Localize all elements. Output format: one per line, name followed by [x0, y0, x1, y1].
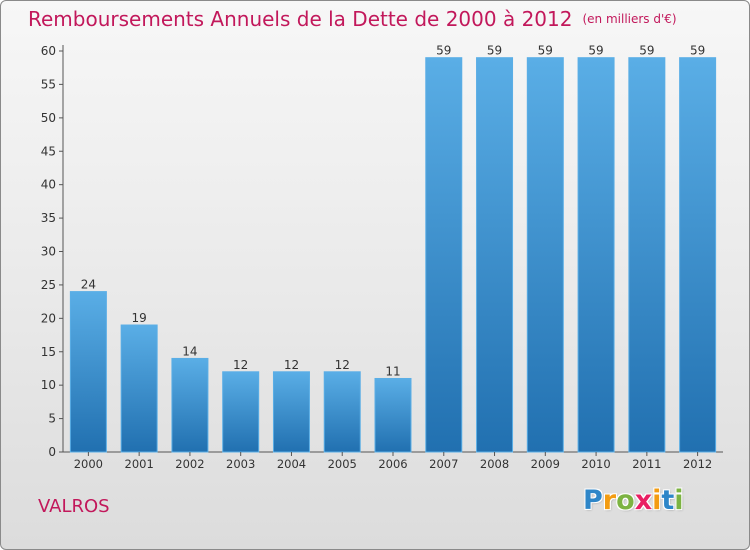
- bar-value-label: 59: [487, 44, 502, 58]
- x-tick-label: 2011: [632, 457, 661, 471]
- y-tick-label: 0: [48, 445, 56, 459]
- bar: [628, 57, 666, 453]
- logo-letter: P: [583, 485, 603, 516]
- x-tick-label: 2002: [175, 457, 204, 471]
- y-tick-label: 40: [41, 178, 56, 192]
- y-tick-label: 55: [41, 77, 56, 91]
- chart-title: Remboursements Annuels de la Dette de 20…: [28, 7, 677, 31]
- bar: [272, 371, 310, 453]
- bar-value-label: 12: [284, 358, 299, 372]
- y-tick-label: 45: [41, 144, 56, 158]
- x-tick-label: 2007: [429, 457, 458, 471]
- bar: [374, 377, 412, 453]
- bar-value-label: 59: [436, 44, 451, 58]
- y-tick-label: 25: [41, 278, 56, 292]
- bar-value-label: 59: [588, 44, 603, 58]
- bar: [69, 291, 107, 453]
- bar: [526, 57, 564, 453]
- bar: [120, 324, 158, 453]
- bar-value-label: 19: [132, 311, 147, 325]
- bar-value-label: 11: [385, 364, 400, 378]
- x-tick-label: 2006: [378, 457, 407, 471]
- logo-letter: i: [652, 485, 662, 516]
- y-tick-label: 35: [41, 211, 56, 225]
- bar: [476, 57, 514, 453]
- logo-letter: t: [661, 485, 675, 516]
- x-tick-label: 2012: [683, 457, 712, 471]
- chart-subtitle: (en milliers d'€): [582, 12, 677, 26]
- y-tick-label: 10: [41, 378, 56, 392]
- place-name: VALROS: [38, 496, 110, 517]
- x-tick-label: 2010: [581, 457, 610, 471]
- bar: [171, 357, 209, 453]
- y-tick-label: 15: [41, 345, 56, 359]
- bar: [425, 57, 463, 453]
- x-tick-label: 2005: [328, 457, 357, 471]
- logo-letter: x: [634, 485, 653, 516]
- y-tick-label: 30: [41, 245, 56, 259]
- logo-letter: r: [602, 485, 617, 516]
- bar-value-label: 59: [538, 44, 553, 58]
- chart-title-text: Remboursements Annuels de la Dette de 20…: [28, 7, 573, 31]
- y-tick-label: 5: [48, 412, 56, 426]
- x-tick-label: 2003: [226, 457, 255, 471]
- logo-letter: o: [616, 485, 635, 516]
- bar-value-label: 59: [639, 44, 654, 58]
- x-tick-label: 2009: [531, 457, 560, 471]
- bar-value-label: 59: [690, 44, 705, 58]
- bar: [577, 57, 615, 453]
- bar-value-label: 14: [182, 344, 197, 358]
- x-tick-label: 2004: [277, 457, 306, 471]
- logo-letter: i: [674, 485, 684, 516]
- bar-value-label: 12: [233, 358, 248, 372]
- x-tick-label: 2008: [480, 457, 509, 471]
- y-tick-label: 50: [41, 111, 56, 125]
- x-tick-label: 2001: [125, 457, 154, 471]
- proxiti-logo: Proxiti: [583, 487, 684, 514]
- x-tick-label: 2000: [74, 457, 103, 471]
- bar: [679, 57, 717, 453]
- bar-value-label: 12: [335, 358, 350, 372]
- bar: [222, 371, 260, 453]
- bar-value-label: 24: [81, 278, 96, 292]
- bar: [323, 371, 361, 453]
- y-tick-label: 60: [41, 44, 56, 58]
- y-tick-label: 20: [41, 311, 56, 325]
